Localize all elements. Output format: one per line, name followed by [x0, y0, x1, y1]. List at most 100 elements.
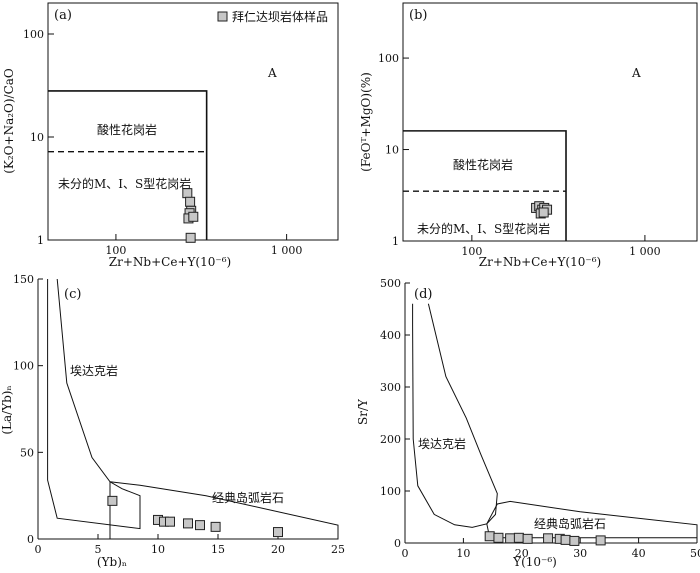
sample-point-a-5: [188, 211, 199, 222]
y-tick-label-a-0: 1: [37, 234, 44, 247]
fg-ots-boundary-a: [48, 90, 208, 240]
x-tick-label-d-0: 0: [402, 547, 409, 560]
field-label-arc-c: 经典岛弧岩石: [212, 490, 284, 505]
x-tick-label-b-0: 100: [461, 245, 482, 258]
field-label-adakite-c: 埃达克岩: [70, 363, 118, 378]
y-tick-label-c-1: 50: [20, 446, 34, 459]
sample-point-d-2: [505, 533, 516, 544]
x-tick-label-d-1: 10: [456, 547, 470, 560]
sample-point-a-0: [182, 188, 193, 199]
field-label-a-a: A: [267, 66, 277, 80]
legend-marker-a: [217, 11, 228, 22]
y-tick-label-d-5: 500: [380, 277, 401, 290]
x-tick-label-d-3: 30: [573, 547, 587, 560]
x-tick-label-c-3: 15: [211, 543, 225, 556]
panel-a: (a) 1 10 100 100 1 000 A 酸性花岗岩 未分的M、I、S型花岗岩…: [2, 2, 339, 269]
y-axis-label-d: Sr/Y: [356, 398, 370, 425]
field-label-a-b: A: [631, 66, 641, 80]
panel-label-c: (c): [64, 287, 81, 302]
sample-point-c-5: [195, 520, 205, 531]
y-tick-label-b-2: 100: [378, 52, 399, 65]
y-tick-label-b-0: 1: [392, 235, 399, 248]
y-tick-label-c-3: 150: [13, 273, 34, 286]
x-ticks-d: 0 10 20 30 40 50: [402, 538, 700, 560]
panel-label-d: (d): [414, 287, 432, 302]
legend-a: 拜仁达坝岩体样品: [217, 9, 328, 24]
x-tick-label-d-4: 40: [632, 547, 646, 560]
x-ticks-b: 100 1 000: [461, 235, 661, 258]
field-label-arc-d: 经典岛弧岩石: [534, 516, 606, 531]
x-tick-label-a-0: 100: [105, 244, 126, 257]
sample-points-a: [182, 188, 199, 243]
panel-b: (b) 1 10 100 100 1 000 A 酸性花岗岩 未分的M、I、S型花岗岩…: [359, 2, 698, 269]
sample-point-d-7: [560, 534, 571, 545]
x-tick-label-a-1: 1 000: [271, 244, 303, 257]
y-axis-label-a: (K₂O+Na₂O)/CaO: [2, 68, 16, 174]
panel-d: (d) 0 100 200 300 400 500 0 10 20 30 40 50 埃达克岩 经典…: [356, 277, 700, 569]
y-tick-label-d-1: 100: [380, 485, 401, 498]
y-axis-label-b: (FeOᵀ+MgO)(%): [359, 72, 373, 172]
x-tick-label-c-0: 0: [35, 543, 42, 556]
field-label-adakite-d: 埃达克岩: [418, 436, 466, 451]
field-label-fg-b: 酸性花岗岩: [453, 157, 513, 172]
plot-frame-b: [402, 2, 698, 242]
sample-point-c-4: [183, 518, 193, 529]
sample-point-d-0: [484, 531, 495, 542]
y-tick-label-d-0: 0: [394, 537, 401, 550]
sample-point-c-0: [107, 495, 118, 506]
field-label-ots-b: 未分的M、I、S型花岗岩: [417, 221, 550, 236]
y-tick-label-d-4: 400: [380, 329, 401, 342]
fg-ots-boundary-b: [403, 130, 567, 241]
y-ticks-a: 1 10 100: [23, 28, 54, 247]
sample-point-b-6: [538, 207, 549, 218]
y-tick-label-b-1: 10: [385, 144, 399, 157]
adakite-field-c: [47, 278, 141, 530]
x-ticks-a: 100 1 000: [105, 234, 302, 257]
x-tick-label-d-2: 20: [515, 547, 529, 560]
sample-points-c: [107, 495, 283, 538]
legend-label-a: 拜仁达坝岩体样品: [232, 9, 328, 24]
x-tick-label-c-5: 25: [331, 543, 345, 556]
y-ticks-b: 1 10 100: [378, 52, 409, 248]
field-label-ots-a: 未分的M、I、S型花岗岩: [58, 176, 191, 191]
arc-field-c: [109, 481, 339, 540]
y-tick-label-c-0: 0: [27, 533, 34, 546]
sample-point-c-3: [165, 516, 175, 527]
x-axis-label-c: (Yb)ₙ: [97, 555, 127, 569]
sample-point-d-8: [569, 535, 580, 546]
panel-label-b: (b): [409, 8, 427, 23]
sample-point-a-6: [185, 232, 196, 243]
sample-point-c-6: [210, 521, 221, 532]
y-axis-label-c: (La/Yb)ₙ: [0, 385, 14, 434]
y-tick-label-d-2: 200: [380, 433, 401, 446]
y-tick-label-d-3: 300: [380, 381, 401, 394]
sample-point-d-3: [513, 532, 524, 543]
sample-point-d-1: [493, 532, 504, 543]
x-tick-label-d-5: 50: [690, 547, 700, 560]
sample-point-d-9: [595, 535, 606, 546]
x-axis-label-a: Zr+Nb+Ce+Y(10⁻⁶): [109, 255, 231, 269]
field-label-fg-a: 酸性花岗岩: [97, 122, 157, 137]
x-axis-label-b: Zr+Nb+Ce+Y(10⁻⁶): [479, 255, 601, 269]
x-ticks-c: 0 5 10 15 20 25: [35, 534, 345, 556]
x-axis-label-d: Y(10⁻⁶): [512, 555, 557, 569]
x-tick-label-b-1: 1 000: [629, 245, 661, 258]
sample-point-a-1: [185, 196, 196, 207]
panel-label-a: (a): [54, 8, 72, 23]
x-tick-label-c-2: 10: [151, 543, 165, 556]
x-tick-label-c-1: 5: [95, 543, 102, 556]
panel-c: (c) 0 50 100 150 0 5 10 15 20 25 埃达克岩 经典岛弧岩石 (Yb…: [0, 273, 345, 569]
sample-point-c-7: [273, 527, 283, 538]
y-tick-label-a-2: 100: [23, 28, 44, 41]
sample-point-d-5: [543, 533, 554, 544]
sample-point-d-4: [522, 533, 533, 544]
sample-points-d: [484, 531, 606, 546]
y-ticks-c: 0 50 100 150: [13, 273, 43, 546]
y-tick-label-c-2: 100: [13, 360, 34, 373]
adakite-field-d: [412, 303, 498, 528]
sample-points-b: [531, 201, 553, 219]
x-tick-label-c-4: 20: [271, 543, 285, 556]
y-tick-label-a-1: 10: [30, 131, 44, 144]
y-ticks-d: 0 100 200 300 400 500: [380, 277, 410, 550]
